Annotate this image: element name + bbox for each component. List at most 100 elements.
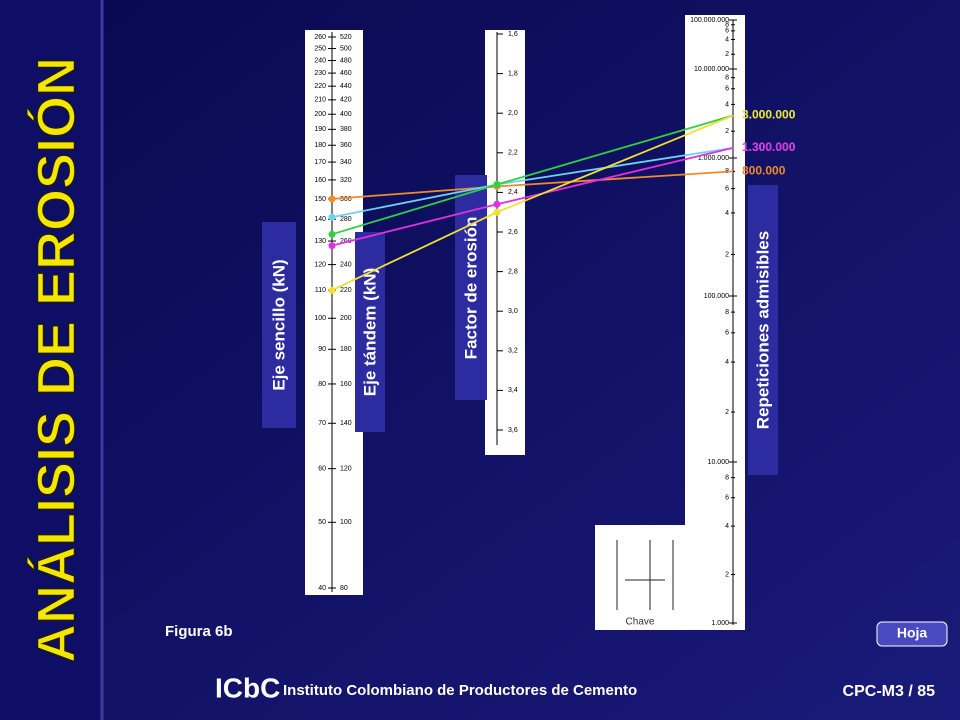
tick-label: 130 bbox=[314, 238, 326, 245]
tick-label: 160 bbox=[314, 177, 326, 184]
tick-label: 2,2 bbox=[508, 150, 518, 157]
tick-label: 180 bbox=[314, 142, 326, 149]
tick-label: 110 bbox=[315, 287, 326, 294]
tick-label: 360 bbox=[340, 142, 352, 149]
axis-title: Eje sencillo (kN) bbox=[269, 259, 288, 390]
rep-strip bbox=[685, 15, 745, 630]
minor-tick-label: 6 bbox=[725, 330, 729, 337]
rep-title-box bbox=[748, 185, 778, 475]
tick-label: 100 bbox=[314, 315, 326, 322]
sketch-label: Chave bbox=[626, 617, 655, 628]
tick-label: 3,6 bbox=[508, 427, 518, 434]
erosion-point bbox=[493, 180, 501, 188]
tick-label: 220 bbox=[340, 287, 352, 294]
erosion-strip bbox=[485, 30, 525, 455]
tick-label: 3,0 bbox=[508, 308, 518, 315]
tick-label: 230 bbox=[314, 70, 326, 77]
tick-label: 1,6 bbox=[508, 31, 518, 38]
erosion-point bbox=[493, 200, 501, 208]
minor-tick-label: 8 bbox=[725, 74, 729, 81]
tick-label: 180 bbox=[340, 346, 352, 353]
tandem-title-box bbox=[355, 232, 385, 432]
minor-tick-label: 6 bbox=[725, 185, 729, 192]
minor-tick-label: 8 bbox=[725, 22, 729, 29]
tick-label: 440 bbox=[340, 83, 352, 90]
minor-tick-label: 4 bbox=[725, 36, 729, 43]
tick-label: 3,2 bbox=[508, 348, 518, 355]
minor-tick-label: 8 bbox=[725, 309, 729, 316]
tick-label: 150 bbox=[314, 196, 326, 203]
sketch-box bbox=[595, 525, 685, 630]
tick-label: 60 bbox=[318, 465, 326, 472]
tick-label: 80 bbox=[340, 585, 348, 592]
erosion-point bbox=[493, 208, 501, 216]
tick-label: 100.000.000 bbox=[690, 17, 729, 24]
institute: Instituto Colombiano de Productores de C… bbox=[283, 682, 637, 699]
minor-tick-label: 8 bbox=[725, 474, 729, 481]
minor-tick-label: 6 bbox=[725, 28, 729, 35]
load-point bbox=[328, 286, 336, 294]
tick-label: 170 bbox=[314, 159, 326, 166]
logo: ICbC bbox=[215, 672, 280, 703]
minor-tick-label: 2 bbox=[725, 571, 729, 578]
axis-title: Factor de erosión bbox=[461, 217, 480, 360]
tick-label: 90 bbox=[318, 346, 326, 353]
load-point bbox=[328, 213, 336, 221]
tick-label: 220 bbox=[314, 83, 326, 90]
tick-label: 200 bbox=[340, 315, 352, 322]
load-point bbox=[328, 195, 336, 203]
tick-label: 240 bbox=[314, 57, 326, 64]
load-scale-strip bbox=[305, 30, 363, 595]
minor-tick-label: 4 bbox=[725, 101, 729, 108]
minor-tick-label: 2 bbox=[725, 128, 729, 135]
tick-label: 280 bbox=[340, 216, 352, 223]
tick-label: 40 bbox=[318, 585, 326, 592]
tick-label: 100.000 bbox=[704, 293, 729, 300]
tick-label: 120 bbox=[340, 465, 352, 472]
tick-label: 10.000.000 bbox=[694, 66, 729, 73]
button-label[interactable]: Hoja bbox=[897, 625, 928, 641]
axis-title: Eje tándem (kN) bbox=[360, 268, 379, 396]
tick-label: 480 bbox=[340, 57, 352, 64]
slide-code: CPC-M3 / 85 bbox=[843, 683, 936, 700]
result-label: 1.300.000 bbox=[742, 140, 796, 154]
tick-label: 2,8 bbox=[508, 268, 518, 275]
erosion-title-box bbox=[455, 175, 487, 400]
load-point bbox=[328, 230, 336, 238]
tick-label: 70 bbox=[318, 420, 326, 427]
result-label: 3.000.000 bbox=[742, 108, 796, 122]
tick-label: 50 bbox=[318, 519, 326, 526]
tick-label: 260 bbox=[314, 34, 326, 41]
tick-label: 210 bbox=[314, 97, 326, 104]
tick-label: 500 bbox=[340, 45, 352, 52]
tick-label: 1,8 bbox=[508, 70, 518, 77]
side-band bbox=[0, 0, 100, 720]
hoja-button[interactable] bbox=[876, 621, 948, 647]
minor-tick-label: 2 bbox=[725, 51, 729, 58]
tick-label: 460 bbox=[340, 70, 352, 77]
tick-label: 1.000.000 bbox=[698, 155, 729, 162]
result-label: 800.000 bbox=[742, 164, 786, 178]
slide-title: ANÁLISIS DE EROSIÓN bbox=[26, 57, 86, 663]
tick-label: 160 bbox=[340, 381, 352, 388]
tick-label: 80 bbox=[318, 381, 326, 388]
tick-label: 250 bbox=[314, 45, 326, 52]
minor-tick-label: 2 bbox=[725, 409, 729, 416]
result-label: 1.300.000 bbox=[742, 140, 796, 154]
tick-label: 190 bbox=[314, 126, 326, 133]
tick-label: 300 bbox=[340, 196, 352, 203]
single-title-box bbox=[262, 222, 296, 428]
result-label: 3.000.000 bbox=[742, 108, 796, 122]
tick-label: 2,0 bbox=[508, 110, 518, 117]
tick-label: 140 bbox=[340, 420, 352, 427]
load-point bbox=[328, 242, 336, 250]
tick-label: 400 bbox=[340, 111, 352, 118]
minor-tick-label: 6 bbox=[725, 495, 729, 502]
minor-tick-label: 6 bbox=[725, 86, 729, 93]
minor-tick-label: 4 bbox=[725, 523, 729, 530]
chave-sketch bbox=[616, 540, 674, 610]
tick-label: 380 bbox=[340, 126, 352, 133]
tick-label: 200 bbox=[314, 111, 326, 118]
